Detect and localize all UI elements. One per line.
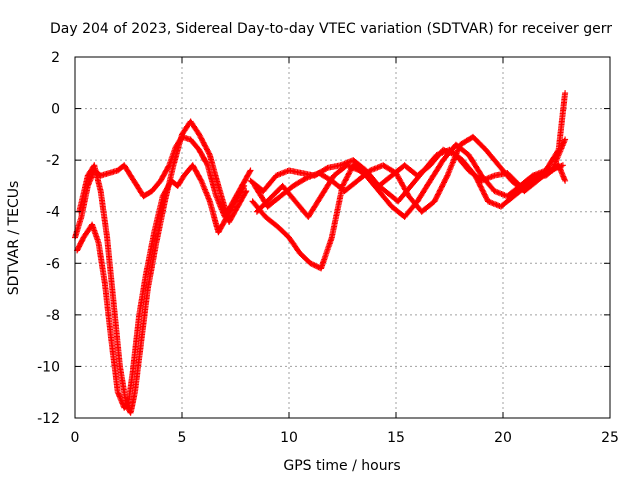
y-axis-label: SDTVAR / TECUs [6, 181, 22, 296]
axis-ticks [74, 56, 611, 419]
grid-lines [75, 57, 610, 418]
data-marks [72, 90, 569, 416]
y-tick-label: -12 [37, 411, 60, 427]
series-track-c [74, 162, 248, 411]
y-tick-label: -8 [46, 308, 60, 324]
x-tick-label: 15 [387, 430, 405, 446]
y-tick-label: 2 [51, 50, 60, 66]
x-tick-label: 10 [280, 430, 298, 446]
y-tick-label: 0 [51, 102, 60, 118]
series-track-g [253, 136, 569, 220]
y-tick-label: -4 [46, 205, 60, 221]
x-tick-label: 25 [601, 430, 619, 446]
series-track-d [247, 90, 569, 195]
x-tick-labels: 0 5 10 15 20 25 [71, 430, 619, 446]
y-tick-label: -2 [46, 153, 60, 169]
x-axis-label: GPS time / hours [283, 458, 400, 474]
y-tick-labels: -12 -10 -8 -6 -4 -2 0 2 [37, 50, 60, 427]
plot-frame [74, 56, 611, 419]
x-tick-label: 20 [494, 430, 512, 446]
series-track-e [249, 141, 569, 272]
x-tick-label: 5 [178, 430, 187, 446]
y-tick-label: -6 [46, 256, 60, 272]
x-tick-label: 0 [71, 430, 80, 446]
y-tick-label: -10 [37, 359, 60, 375]
chart-title: Day 204 of 2023, Sidereal Day-to-day VTE… [50, 21, 612, 37]
